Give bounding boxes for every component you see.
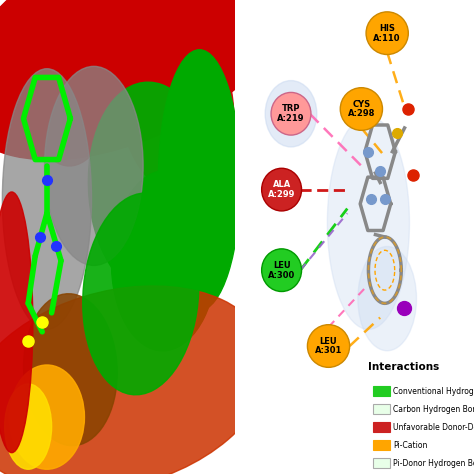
Ellipse shape bbox=[88, 82, 217, 297]
Ellipse shape bbox=[366, 12, 408, 55]
Ellipse shape bbox=[0, 286, 269, 474]
Ellipse shape bbox=[82, 193, 199, 395]
FancyBboxPatch shape bbox=[373, 386, 390, 396]
Text: Conventional Hydrogen Bond: Conventional Hydrogen Bond bbox=[393, 387, 474, 395]
Text: Carbon Hydrogen Bond: Carbon Hydrogen Bond bbox=[393, 405, 474, 413]
FancyBboxPatch shape bbox=[373, 440, 390, 450]
Text: Pi-Donor Hydrogen Bond: Pi-Donor Hydrogen Bond bbox=[393, 459, 474, 467]
Ellipse shape bbox=[24, 294, 117, 446]
Ellipse shape bbox=[158, 50, 240, 310]
Text: HIS
A:110: HIS A:110 bbox=[374, 24, 401, 43]
Ellipse shape bbox=[118, 12, 234, 197]
FancyBboxPatch shape bbox=[373, 422, 390, 432]
Text: CYS
A:298: CYS A:298 bbox=[348, 100, 375, 118]
Ellipse shape bbox=[29, 24, 111, 166]
Text: LEU
A:301: LEU A:301 bbox=[315, 337, 342, 356]
Text: Pi-Cation: Pi-Cation bbox=[393, 441, 428, 449]
Ellipse shape bbox=[2, 69, 91, 329]
Ellipse shape bbox=[308, 325, 350, 367]
Ellipse shape bbox=[9, 365, 84, 469]
Ellipse shape bbox=[340, 88, 383, 130]
FancyBboxPatch shape bbox=[373, 458, 390, 468]
Ellipse shape bbox=[265, 81, 317, 147]
Ellipse shape bbox=[358, 246, 417, 351]
FancyBboxPatch shape bbox=[373, 404, 390, 414]
Ellipse shape bbox=[5, 384, 52, 469]
Ellipse shape bbox=[0, 192, 33, 453]
Text: TRP
A:219: TRP A:219 bbox=[277, 104, 305, 123]
Text: Unfavorable Donor-Donor: Unfavorable Donor-Donor bbox=[393, 423, 474, 431]
Ellipse shape bbox=[328, 116, 410, 329]
Ellipse shape bbox=[0, 0, 302, 160]
Ellipse shape bbox=[111, 171, 217, 351]
Ellipse shape bbox=[262, 168, 301, 211]
Ellipse shape bbox=[45, 66, 143, 265]
Text: Interactions: Interactions bbox=[368, 362, 440, 372]
Text: ALA
A:299: ALA A:299 bbox=[268, 180, 295, 199]
Text: LEU
A:300: LEU A:300 bbox=[268, 261, 295, 280]
Ellipse shape bbox=[262, 249, 301, 292]
Ellipse shape bbox=[271, 92, 311, 135]
